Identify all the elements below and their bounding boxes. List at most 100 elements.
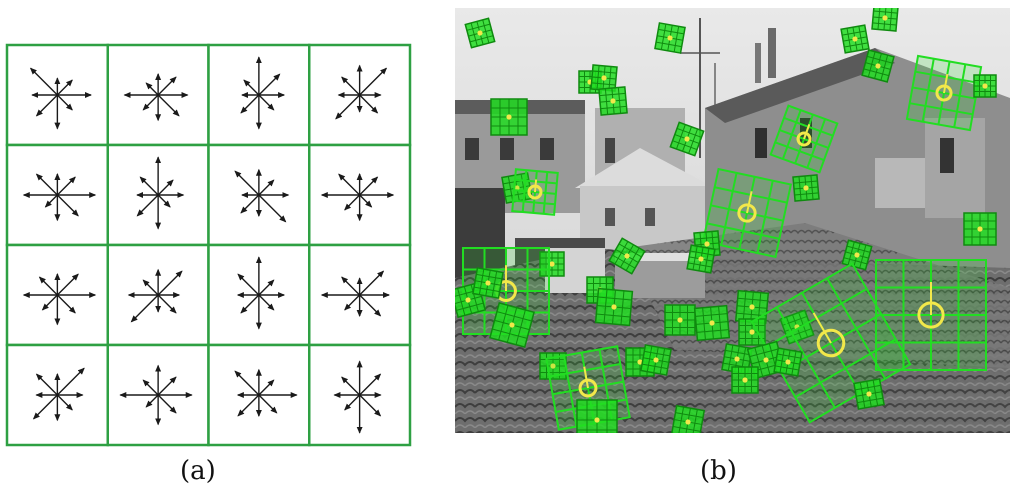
gradient-arrow bbox=[29, 67, 58, 96]
keypoint-center bbox=[637, 359, 643, 365]
keypoint-patch bbox=[731, 366, 759, 394]
caption-a: (a) bbox=[180, 456, 216, 486]
keypoint-patch bbox=[654, 22, 686, 54]
keypoint-center bbox=[882, 15, 888, 21]
gradient-arrow bbox=[344, 194, 361, 211]
gradient-arrow bbox=[341, 76, 361, 96]
keypoint-patch bbox=[853, 378, 885, 410]
descriptor-cell bbox=[5, 43, 109, 147]
gradient-arrow bbox=[359, 94, 379, 114]
gradient-arrow bbox=[258, 179, 275, 196]
keypoint-patch bbox=[693, 304, 731, 342]
keypoint-center bbox=[611, 304, 617, 310]
gradient-arrow bbox=[359, 270, 385, 296]
keypoint-patch bbox=[670, 404, 706, 433]
keypoint-center bbox=[982, 83, 988, 89]
gradient-arrow bbox=[341, 276, 361, 296]
keypoint-center bbox=[854, 252, 860, 258]
gradient-arrow bbox=[32, 394, 58, 420]
keypoint-patch bbox=[669, 121, 705, 157]
gradient-arrow bbox=[258, 73, 281, 96]
gradient-arrow bbox=[157, 76, 177, 96]
gradient-arrow bbox=[240, 94, 260, 114]
gradient-arrow bbox=[258, 279, 275, 296]
gradient-arrow bbox=[142, 379, 159, 396]
gradient-arrow bbox=[130, 294, 159, 323]
keypoint-patch bbox=[905, 54, 983, 132]
gradient-arrow bbox=[56, 294, 76, 314]
gradient-arrow bbox=[56, 79, 73, 96]
keypoint-patch bbox=[973, 74, 997, 98]
keypoint-patch bbox=[963, 212, 997, 246]
keypoint-patch bbox=[840, 24, 870, 54]
descriptor-cell bbox=[308, 143, 412, 247]
gradient-arrow bbox=[44, 194, 58, 208]
gradient-arrow bbox=[359, 176, 379, 196]
keypoint-patch bbox=[701, 167, 793, 259]
keypoint-center bbox=[677, 317, 683, 323]
gradient-arrow bbox=[243, 79, 260, 96]
keypoint-patch bbox=[640, 344, 672, 376]
keypoint-center bbox=[610, 98, 616, 104]
descriptor-cell bbox=[207, 343, 311, 447]
keypoint-center bbox=[509, 322, 515, 328]
gradient-arrow bbox=[142, 279, 159, 296]
gradient-arrow bbox=[56, 394, 73, 411]
gradient-arrow bbox=[157, 179, 174, 196]
keypoint-patch bbox=[490, 98, 528, 136]
gradient-arrow bbox=[35, 94, 58, 117]
keypoint-center bbox=[698, 256, 704, 262]
gradient-arrow bbox=[157, 394, 177, 414]
gradient-arrow bbox=[157, 376, 177, 396]
gradient-arrow bbox=[359, 294, 382, 317]
keypoint-center bbox=[514, 185, 520, 191]
keypoint-patch bbox=[594, 287, 634, 327]
gradient-arrow bbox=[145, 394, 159, 408]
descriptor-cell bbox=[106, 243, 210, 347]
gradient-arrow bbox=[234, 370, 260, 396]
keypoint-center bbox=[477, 30, 483, 36]
keypoint-patch bbox=[590, 64, 618, 92]
gradient-arrow bbox=[35, 373, 58, 396]
keypoint-patch bbox=[769, 104, 839, 174]
keypoint-center bbox=[684, 136, 690, 142]
gradient-arrow bbox=[56, 94, 73, 111]
keypoint-patch bbox=[472, 267, 504, 299]
keypoint-patch bbox=[875, 259, 987, 371]
gradient-arrow bbox=[157, 94, 180, 117]
keypoint-center bbox=[852, 36, 858, 42]
keypoint-patch bbox=[792, 174, 820, 202]
gradient-arrow bbox=[142, 94, 159, 111]
gradient-arrow bbox=[341, 376, 361, 396]
keypoint-patch bbox=[576, 399, 618, 433]
keypoint-patch bbox=[598, 86, 628, 116]
keypoint-center bbox=[653, 357, 659, 363]
keypoint-center bbox=[704, 241, 710, 247]
gradient-arrow bbox=[258, 294, 275, 311]
keypoint-center bbox=[749, 329, 755, 335]
gradient-arrow bbox=[258, 379, 275, 396]
gradient-arrow bbox=[237, 273, 260, 296]
gradient-arrow bbox=[258, 94, 275, 111]
gradient-arrow bbox=[139, 176, 159, 196]
gradient-arrow bbox=[157, 194, 171, 208]
descriptor-cell bbox=[207, 43, 311, 147]
keypoint-center bbox=[977, 226, 983, 232]
keypoint-center bbox=[624, 253, 630, 259]
descriptor-cell bbox=[308, 43, 412, 147]
gradient-arrow bbox=[359, 373, 382, 396]
gradient-arrow bbox=[258, 394, 278, 414]
gradient-arrow bbox=[56, 367, 85, 396]
keypoint-patch bbox=[871, 8, 899, 32]
keypoint-patch bbox=[608, 237, 646, 275]
gradient-arrow bbox=[359, 394, 382, 417]
gradient-arrow bbox=[234, 170, 260, 196]
keypoint-center bbox=[685, 419, 691, 425]
gradient-arrow bbox=[359, 194, 373, 208]
keypoint-center bbox=[875, 63, 881, 69]
gradient-arrow bbox=[359, 67, 388, 96]
keypoint-patch bbox=[861, 49, 895, 83]
gradient-arrow bbox=[56, 194, 79, 217]
gradient-arrow bbox=[136, 194, 159, 217]
keypoint-center bbox=[709, 320, 715, 326]
